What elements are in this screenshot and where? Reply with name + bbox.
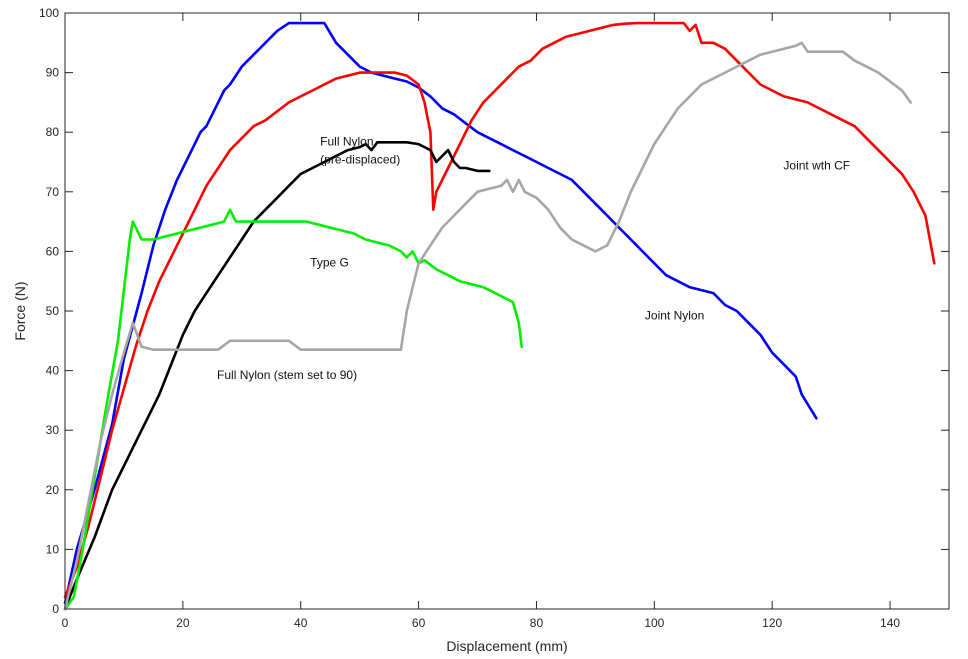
x-tick-label: 80 [530, 616, 544, 630]
y-tick-label: 20 [46, 483, 60, 497]
x-tick-label: 60 [412, 616, 426, 630]
series-line-5 [63, 41, 913, 611]
x-axis-label: Displacement (mm) [446, 638, 567, 654]
series-layer [63, 21, 936, 611]
plot-area [65, 13, 949, 609]
y-tick-label: 100 [39, 6, 59, 20]
y-tick-label: 10 [46, 542, 60, 556]
y-tick-label: 60 [46, 244, 60, 258]
ticks-layer: 0 20 40 60 80 100 120 140 0 10 20 30 40 50 60 70 80 90 100 [39, 6, 949, 630]
x-tick-label: 40 [294, 616, 308, 630]
y-tick-label: 90 [46, 66, 60, 80]
series-line-1 [63, 21, 818, 605]
x-tick-label: 0 [62, 616, 69, 630]
y-axis-label: Force (N) [12, 281, 28, 340]
annotation-layer: Full Nylon (pre-displaced) Type G Full Nylo… [217, 134, 850, 382]
y-tick-label: 70 [46, 185, 60, 199]
x-tick-label: 140 [880, 616, 900, 630]
x-tick-label: 120 [762, 616, 782, 630]
y-tick-label: 80 [46, 125, 60, 139]
y-tick-label: 0 [52, 602, 59, 616]
x-tick-label: 20 [176, 616, 190, 630]
annotation-5: Joint wth CF [783, 159, 850, 173]
x-tick-label: 100 [644, 616, 664, 630]
annotation-4: Joint Nylon [645, 308, 704, 322]
y-tick-label: 40 [46, 364, 60, 378]
series-line-3 [63, 141, 491, 611]
annotation-2: Type G [310, 255, 349, 269]
series-line-2 [63, 21, 936, 599]
series-line-4 [63, 208, 524, 611]
y-tick-label: 50 [46, 304, 60, 318]
annotation-1: Full Nylon (pre-displaced) [320, 134, 400, 166]
y-tick-label: 30 [46, 423, 60, 437]
annotation-3: Full Nylon (stem set to 90) [217, 368, 357, 382]
